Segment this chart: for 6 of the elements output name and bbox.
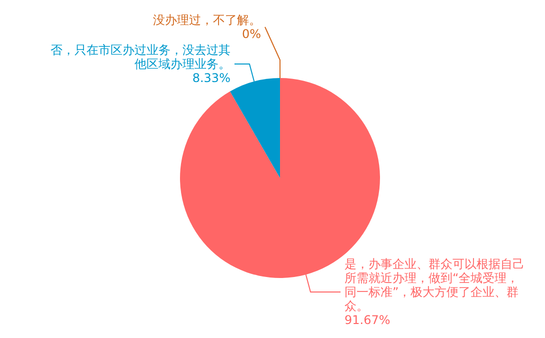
text: 0% (242, 27, 261, 42)
slice-label: 否，只在市区办过业务，没去过其他区域办理业务。 (50, 43, 230, 72)
data-label: 8.33% (192, 71, 230, 86)
category-label: 没办理过，不了解。 (153, 13, 261, 28)
slice-label: 是，办事企业、群众可以根据自己所需就近办理，做到“全城受理，同一标准”，极大方便了企业、群众。 (344, 256, 525, 313)
data-label: 91.67% (344, 312, 390, 327)
